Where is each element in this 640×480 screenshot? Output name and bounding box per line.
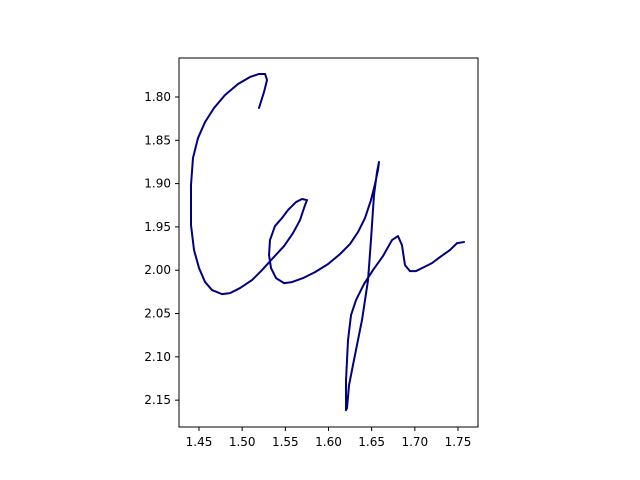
line [190, 72, 466, 412]
y-tick-label: 2.00 [144, 263, 171, 277]
x-tick-label: 1.70 [401, 435, 428, 449]
x-tick-label: 1.65 [358, 435, 385, 449]
y-tick-label: 1.90 [144, 177, 171, 191]
x-tick-label: 1.60 [315, 435, 342, 449]
y-tick-label: 1.80 [144, 90, 171, 104]
y-tick-label: 2.15 [144, 393, 171, 407]
x-tick-label: 1.75 [445, 435, 472, 449]
axes-frame [178, 57, 479, 428]
y-tick-label: 1.95 [144, 220, 171, 234]
y-tick-label: 2.05 [144, 307, 171, 321]
x-tick-label: 1.50 [229, 435, 256, 449]
x-tick-label: 1.45 [186, 435, 213, 449]
y-tick-label: 1.85 [144, 133, 171, 147]
x-tick-label: 1.55 [272, 435, 299, 449]
y-tick-label: 2.10 [144, 350, 171, 364]
